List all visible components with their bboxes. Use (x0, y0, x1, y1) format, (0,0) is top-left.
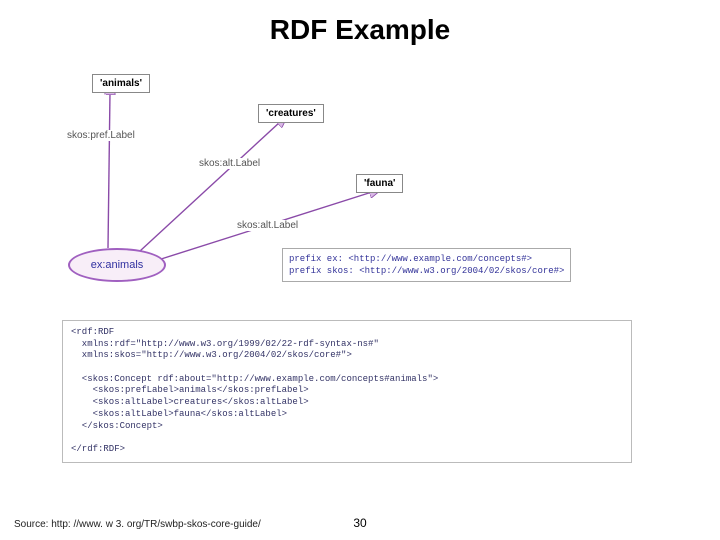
prefix-box: prefix ex: <http://www.example.com/conce… (282, 248, 571, 282)
edge-line-0 (108, 92, 110, 248)
rdf-diagram: 'animals' 'creatures' 'fauna' ex:animals s… (58, 68, 658, 308)
literal-node-creatures: 'creatures' (258, 104, 324, 123)
literal-node-animals: 'animals' (92, 74, 150, 93)
page-number: 30 (0, 516, 720, 530)
edge-label-1: skos:alt.Label (198, 158, 261, 169)
literal-node-fauna: 'fauna' (356, 174, 403, 193)
concept-node: ex:animals (68, 248, 166, 282)
edge-label-0: skos:pref.Label (66, 130, 136, 141)
page-title: RDF Example (0, 14, 720, 46)
edge-line-1 (140, 122, 280, 251)
concept-label: ex:animals (91, 259, 144, 271)
edge-label-2: skos:alt.Label (236, 220, 299, 231)
rdf-code-box: <rdf:RDF xmlns:rdf="http://www.w3.org/19… (62, 320, 632, 463)
